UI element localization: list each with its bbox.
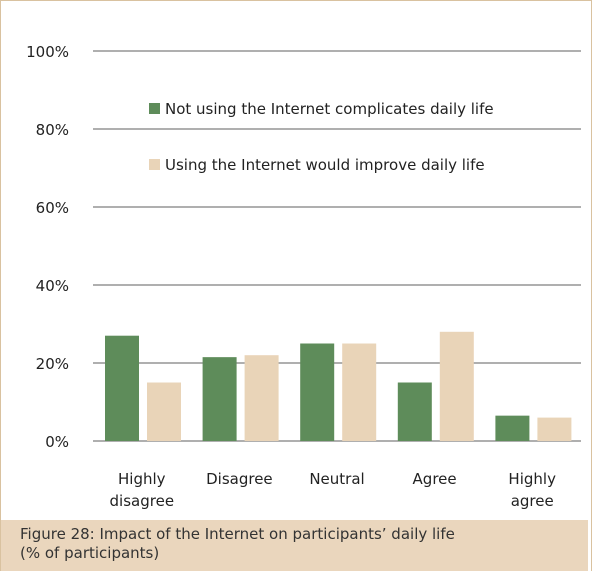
caption-line-1: Figure 28: Impact of the Internet on par… — [20, 525, 455, 543]
bar — [300, 343, 335, 441]
caption-line-2: (% of participants) — [20, 544, 160, 562]
y-tick-label: 0% — [45, 433, 69, 451]
x-tick-label: Disagree — [206, 470, 273, 488]
y-tick-label: 100% — [26, 43, 69, 61]
y-tick-label: 80% — [36, 121, 69, 139]
bar — [342, 343, 377, 441]
bar-chart: 0% 20% 40% 60% 80% 100% Highly disagree Disagree… — [26, 43, 581, 510]
legend-swatch — [149, 103, 160, 114]
bar — [537, 417, 572, 441]
legend-label: Not using the Internet complicates daily… — [165, 100, 494, 118]
figure-caption: Figure 28: Impact of the Internet on par… — [1, 520, 588, 571]
bar — [439, 331, 474, 441]
x-tick-label: Neutral — [309, 470, 364, 488]
bar — [244, 355, 279, 441]
y-tick-label: 40% — [36, 277, 69, 295]
bar — [202, 357, 237, 441]
x-tick-label: Highly agree — [508, 470, 556, 510]
bar — [147, 382, 181, 441]
bar — [397, 382, 432, 441]
bar — [105, 335, 139, 441]
legend-label: Using the Internet would improve daily l… — [165, 156, 485, 174]
bar — [495, 415, 530, 441]
x-tick-label: Highly disagree — [110, 470, 175, 510]
y-tick-label: 20% — [36, 355, 69, 373]
legend-swatch — [149, 159, 160, 170]
y-tick-label: 60% — [36, 199, 69, 217]
x-tick-label: Agree — [413, 470, 457, 488]
